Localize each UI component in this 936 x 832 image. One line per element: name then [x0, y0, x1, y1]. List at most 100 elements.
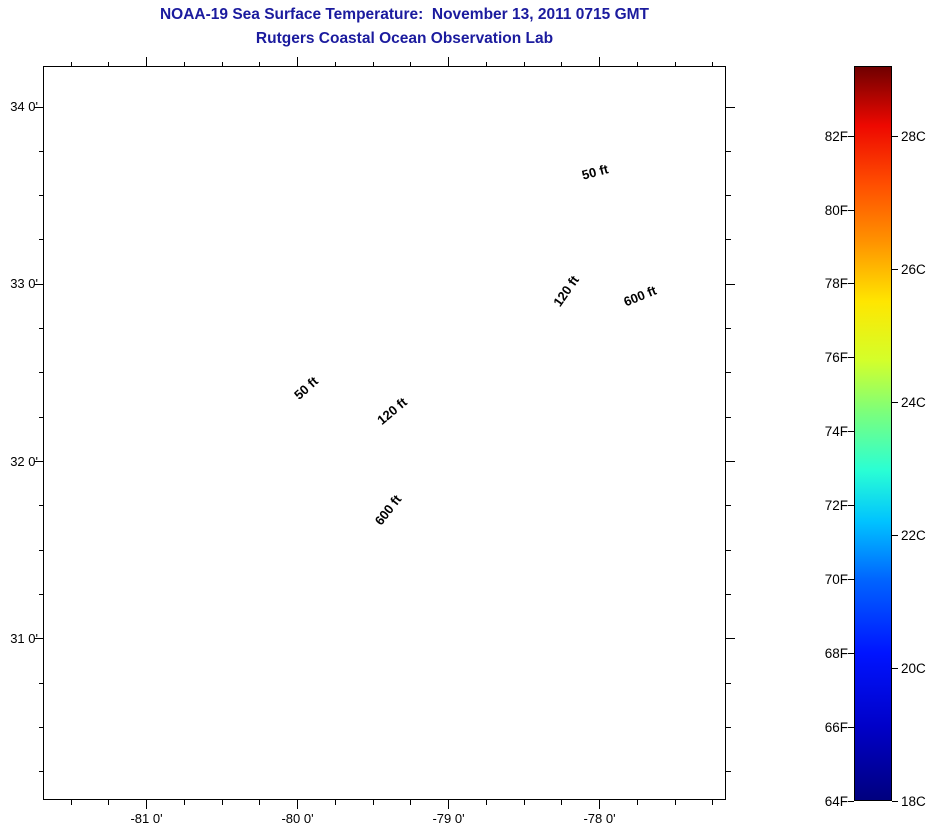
x-axis-tick-top	[334, 61, 336, 66]
colorbar-f-label: 82F	[824, 128, 848, 144]
colorbar-f-tick	[848, 357, 854, 359]
x-axis-tick-top	[674, 61, 676, 66]
x-axis-tick	[448, 800, 449, 809]
y-axis-tick-right	[726, 594, 731, 596]
y-axis-tick	[38, 727, 43, 729]
colorbar-c-label: 28C	[901, 128, 926, 144]
colorbar-f-tick	[848, 726, 854, 728]
colorbar-c-tick	[892, 135, 898, 137]
x-axis-label: -81 0'	[130, 811, 163, 826]
y-axis-tick	[38, 594, 43, 596]
y-axis-tick-right	[726, 638, 735, 640]
colorbar-c-label: 24C	[901, 394, 926, 410]
colorbar-f-label: 74F	[824, 424, 848, 440]
x-axis-tick-top	[221, 61, 223, 66]
x-axis-tick	[410, 800, 412, 805]
y-axis-tick-right	[726, 461, 735, 463]
x-axis-tick	[561, 800, 563, 805]
colorbar-f-tick	[848, 505, 854, 507]
x-axis-tick-top	[146, 57, 147, 66]
x-axis-label: -79 0'	[432, 811, 465, 826]
colorbar-f-label: 78F	[824, 276, 848, 292]
colorbar-c-label: 26C	[901, 261, 926, 277]
x-axis-tick-top	[70, 61, 72, 66]
colorbar-f-tick	[848, 431, 854, 433]
x-axis-tick-top	[108, 61, 110, 66]
y-axis-tick-right	[726, 195, 731, 197]
y-axis-tick-right	[726, 727, 731, 729]
y-axis-tick	[38, 771, 43, 773]
colorbar-f-label: 64F	[824, 793, 848, 809]
x-axis-tick	[372, 800, 374, 805]
x-axis-tick-top	[712, 61, 714, 66]
x-axis-tick	[183, 800, 185, 805]
y-axis-label: 31 0'	[10, 630, 38, 646]
x-axis-tick-top	[599, 57, 600, 66]
x-axis-tick-top	[297, 57, 298, 66]
map-frame	[43, 66, 726, 800]
colorbar-c-tick	[892, 800, 898, 802]
colorbar-f-label: 80F	[824, 202, 848, 218]
y-axis-tick-right	[726, 283, 735, 285]
y-axis-tick	[34, 106, 43, 108]
colorbar-f-tick	[848, 800, 854, 802]
colorbar-f-tick	[848, 209, 854, 211]
colorbar-c-label: 20C	[901, 660, 926, 676]
y-axis-tick	[38, 549, 43, 551]
y-axis-tick	[38, 372, 43, 374]
y-axis-tick-right	[726, 771, 731, 773]
colorbar	[854, 66, 892, 801]
colorbar-f-label: 68F	[824, 645, 848, 661]
y-axis-tick	[38, 328, 43, 330]
y-axis-tick	[38, 150, 43, 152]
x-axis-tick	[259, 800, 261, 805]
colorbar-f-tick	[848, 135, 854, 137]
x-axis-tick-top	[485, 61, 487, 66]
y-axis-tick	[38, 505, 43, 507]
colorbar-f-tick	[848, 283, 854, 285]
y-axis-tick-right	[726, 372, 731, 374]
colorbar-c-tick	[892, 268, 898, 270]
y-axis-tick-right	[726, 106, 735, 108]
colorbar-f-label: 72F	[824, 498, 848, 514]
x-axis-tick-top	[448, 57, 449, 66]
colorbar-f-tick	[848, 578, 854, 580]
x-axis-tick	[334, 800, 336, 805]
colorbar-f-label: 76F	[824, 350, 848, 366]
y-axis-tick	[38, 416, 43, 418]
y-axis-tick-right	[726, 416, 731, 418]
y-axis-tick	[34, 461, 43, 463]
y-axis-tick-right	[726, 682, 731, 684]
y-axis-tick	[38, 239, 43, 241]
colorbar-f-tick	[848, 652, 854, 654]
x-axis-label: -78 0'	[583, 811, 616, 826]
y-axis-tick	[38, 195, 43, 197]
x-axis-tick	[523, 800, 525, 805]
x-axis-tick	[70, 800, 72, 805]
y-axis-tick	[38, 682, 43, 684]
y-axis-tick-right	[726, 549, 731, 551]
x-axis-tick-top	[636, 61, 638, 66]
y-axis-tick-right	[726, 239, 731, 241]
y-axis-tick-right	[726, 505, 731, 507]
x-axis-tick-top	[183, 61, 185, 66]
y-axis-label: 32 0'	[10, 453, 38, 469]
y-axis-label: 34 0'	[10, 99, 38, 114]
colorbar-f-label: 70F	[824, 571, 848, 587]
y-axis-label: 33 0'	[10, 276, 38, 292]
colorbar-c-tick	[892, 534, 898, 536]
x-axis-tick	[636, 800, 638, 805]
y-axis-tick	[34, 638, 43, 640]
colorbar-f-label: 66F	[824, 719, 848, 735]
x-axis-tick	[485, 800, 487, 805]
colorbar-c-tick	[892, 401, 898, 403]
x-axis-tick	[674, 800, 676, 805]
x-axis-tick	[712, 800, 714, 805]
figure-title: NOAA-19 Sea Surface Temperature: Novembe…	[159, 6, 650, 23]
y-axis-tick	[34, 283, 43, 285]
x-axis-tick-top	[561, 61, 563, 66]
x-axis-tick	[221, 800, 223, 805]
x-axis-tick-top	[523, 61, 525, 66]
y-axis-tick-right	[726, 328, 731, 330]
